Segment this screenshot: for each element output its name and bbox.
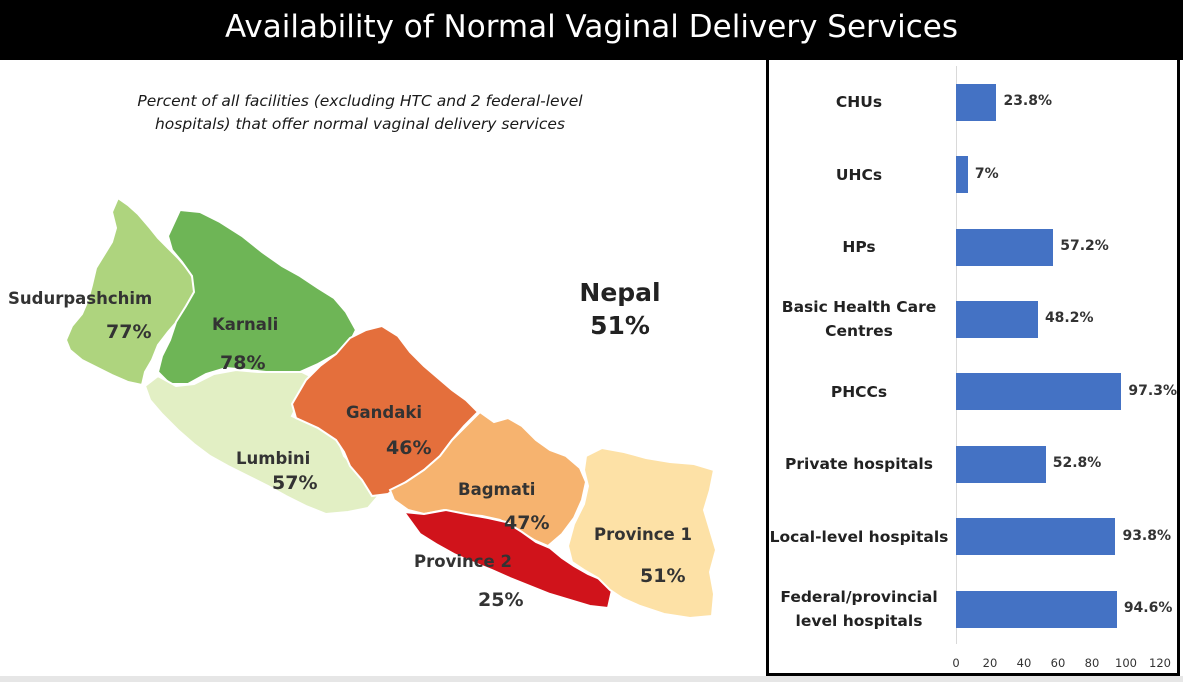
bar-local-level-hospitals [956, 518, 1116, 556]
category-label-private-hospitals: Private hospitals [785, 455, 933, 474]
province-sudurpashchim-region [64, 196, 200, 387]
province-value-lumbini: 57% [272, 472, 318, 494]
bar-value-label-local-level-hospitals: 93.8% [1122, 527, 1172, 544]
x-tick-label: 80 [1084, 656, 1100, 670]
province-value-bagmati: 47% [504, 512, 550, 534]
category-label-uhcs: UHCs [835, 165, 883, 184]
national-summary: Nepal 51% [555, 276, 685, 342]
province-value-sudurpashchim: 77% [106, 321, 152, 343]
bar-private-hospitals [956, 445, 1046, 483]
x-tick-label: 100 [1115, 656, 1137, 670]
province-value-gandaki: 46% [386, 437, 432, 459]
province-value-province-1: 51% [640, 565, 686, 587]
province-label-sudurpashchim: Sudurpashchim [8, 289, 153, 308]
bar-federal-provincial-level-hospitals [956, 590, 1117, 628]
x-tick-label: 40 [1016, 656, 1032, 670]
title-bar [0, 0, 1183, 60]
bar-uhcs [956, 156, 968, 194]
bar-chart-panel [766, 60, 1180, 676]
bar-chus [956, 83, 997, 121]
bar-hps [956, 228, 1054, 266]
category-label-basic-health-care-centres: Basic Health Care Centres [781, 298, 937, 341]
national-value: 51% [590, 311, 650, 340]
province-label-lumbini: Lumbini [236, 449, 311, 468]
category-label-federal-provincial-level-hospitals: Federal/provincial level hospitals [780, 588, 938, 630]
province-label-province-2: Province 2 [414, 552, 512, 571]
province-label-gandaki: Gandaki [346, 403, 422, 422]
national-label: Nepal [579, 278, 661, 307]
province-label-bagmati: Bagmati [458, 480, 536, 499]
x-tick-label: 20 [982, 656, 998, 670]
chart-axis-line [956, 66, 957, 644]
province-label-karnali: Karnali [212, 315, 279, 334]
province-value-karnali: 78% [220, 352, 266, 374]
category-label-chus: CHUs [835, 93, 883, 112]
category-label-phccs: PHCCs [830, 382, 888, 401]
province-label-province-1: Province 1 [594, 525, 692, 544]
bar-value-label-federal-provincial-level-hospitals: 94.6% [1123, 600, 1173, 616]
province-map [64, 196, 718, 620]
page-title: Availability of Normal Vaginal Delivery … [224, 9, 959, 45]
bar-value-label-hps: 57.2% [1060, 238, 1109, 254]
bar-basic-health-care-centres [956, 300, 1038, 338]
x-tick-label: 60 [1050, 656, 1066, 670]
bar-value-label-phccs: 97.3% [1128, 382, 1177, 399]
province-1-region [566, 446, 718, 620]
bar-value-label-uhcs: 7% [974, 165, 999, 182]
category-label-hps: HPs [842, 238, 876, 256]
map-subtitle: Percent of all facilities (excluding HTC… [137, 92, 583, 133]
x-tick-label: 0 [952, 656, 960, 670]
bar-value-label-basic-health-care-centres: 48.2% [1044, 310, 1094, 327]
bar-phccs [956, 373, 1122, 411]
province-value-province-2: 25% [478, 589, 524, 611]
bar-value-label-private-hospitals: 52.8% [1052, 455, 1102, 472]
bar-value-label-chus: 23.8% [1003, 93, 1053, 110]
category-label-local-level-hospitals: Local-level hospitals [769, 527, 949, 546]
bottom-strip [0, 676, 1183, 682]
x-tick-label: 120 [1149, 656, 1171, 670]
